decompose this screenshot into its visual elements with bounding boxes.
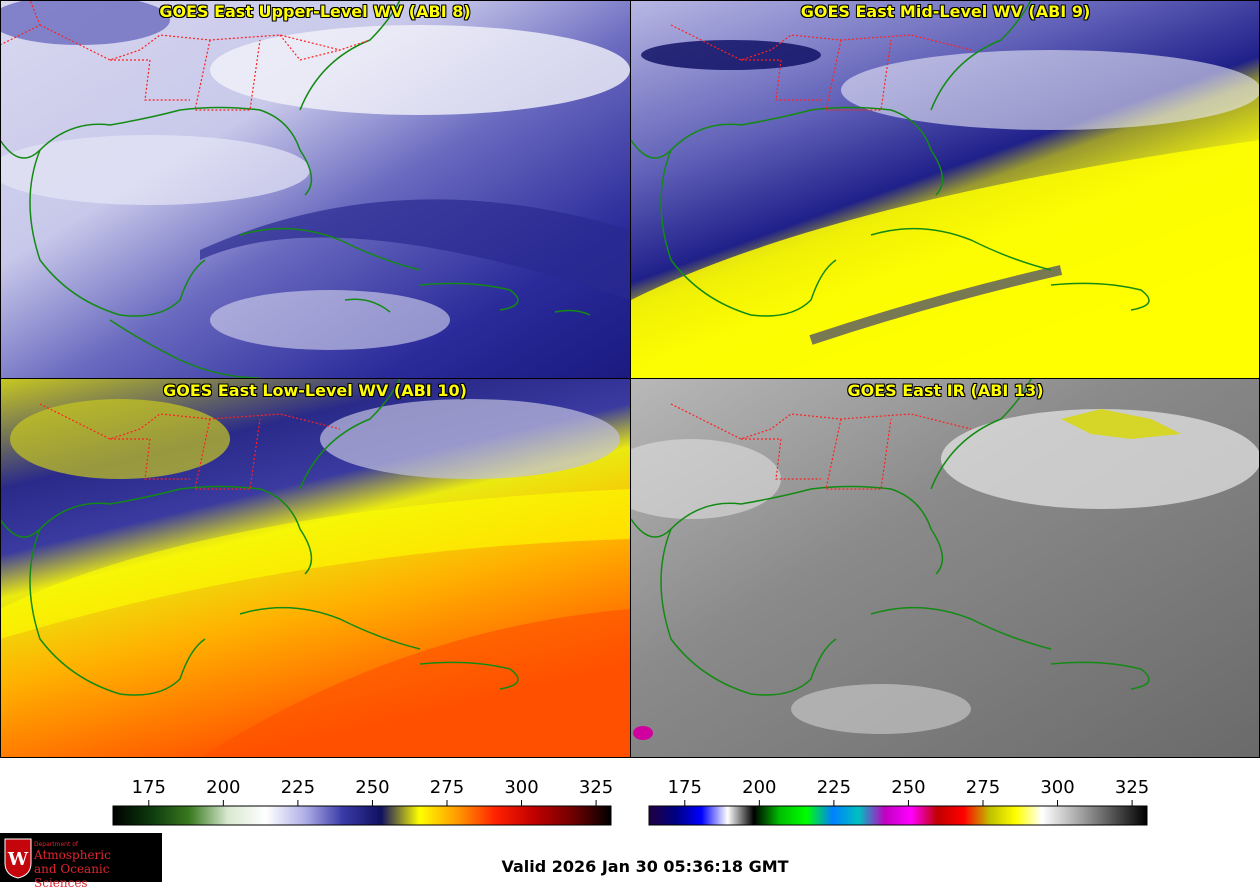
ir-tick-label: 200 [742,777,776,798]
panel-title: GOES East Low-Level WV (ABI 10) [163,381,467,400]
logo-dept: Department of [34,841,78,848]
ir-tick-label: 300 [1040,777,1074,798]
panel-title: GOES East IR (ABI 13) [847,381,1044,400]
wv-tick-label: 175 [132,777,166,798]
ir-tick-label: 325 [1115,777,1149,798]
logo-line-2: and Oceanic Sciences [34,862,110,890]
upper-wv-image [0,0,630,378]
low-wv-image [0,379,630,758]
ir-colorbar: 175 200 225 250 275 300 325 [636,758,1161,828]
svg-text:W: W [7,849,29,870]
ir-colorbar-gradient [648,805,1148,826]
wv-colorbar-svg: 175 200 225 250 275 300 325 [112,777,613,826]
panel-mid-level-wv: GOES East Mid-Level WV (ABI 9) [631,0,1260,378]
ir-image [631,379,1260,758]
panel-title: GOES East Mid-Level WV (ABI 9) [800,2,1091,21]
wv-tick-label: 200 [206,777,240,798]
panel-low-level-wv: GOES East Low-Level WV (ABI 10) [0,379,630,758]
panel-upper-level-wv: GOES East Upper-Level WV (ABI 8) [0,0,630,378]
ir-tick-label: 225 [817,777,851,798]
ir-tick-label: 275 [966,777,1000,798]
aos-logo: W Department of Atmospheric and Oceanic … [0,833,162,890]
panel-divider-vertical [630,0,631,758]
wv-colorbar: 175 200 225 250 275 300 325 [100,758,625,828]
panel-title: GOES East Upper-Level WV (ABI 8) [159,2,471,21]
wv-tick-label: 275 [430,777,464,798]
mid-wv-image [631,0,1260,378]
ir-tick-label: 175 [668,777,702,798]
ir-tick-label: 250 [891,777,925,798]
logo-line-1: Atmospheric [34,848,111,862]
panel-ir: GOES East IR (ABI 13) [631,379,1260,758]
wv-tick-label: 225 [281,777,315,798]
wv-colorbar-gradient [112,805,612,826]
wv-tick-label: 325 [579,777,613,798]
valid-time: Valid 2026 Jan 30 05:36:18 GMT [501,857,789,876]
panel-divider-horizontal [0,378,1260,379]
uw-crest-icon: W [4,838,32,879]
ir-colorbar-svg: 175 200 225 250 275 300 325 [648,777,1149,826]
wv-tick-label: 300 [504,777,538,798]
wv-tick-label: 250 [355,777,389,798]
